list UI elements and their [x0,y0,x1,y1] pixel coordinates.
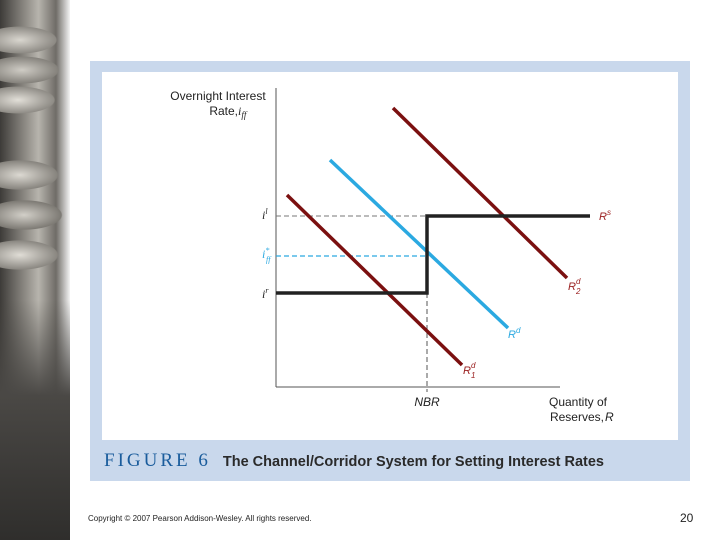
figure-caption: FIGURE 6 The Channel/Corridor System for … [104,450,684,474]
x-axis-title-line2: Reserves, [550,410,604,424]
demand-curve-rd1 [285,193,464,367]
demand-curve-rd-label: Rd [508,326,521,341]
upper-rate-label: il [262,207,268,222]
page-number: 20 [680,511,694,525]
figure-number: FIGURE 6 [104,450,211,471]
y-axis-title-var: iff [238,104,248,120]
supply-curve-rs [276,214,590,295]
supply-curve-label: Rs [599,208,611,223]
demand-curve-rd2 [391,106,569,280]
target-rate-label: i* ff [262,246,272,264]
x-axis-title-var: R [605,410,614,424]
demand-curve-rd2-label: Rd 2 [568,277,581,296]
copyright-notice: Copyright © 2007 Pearson Addison-Wesley.… [88,514,312,523]
demand-curve-rd [328,158,510,330]
lower-rate-label: ir [262,286,269,301]
y-axis-title-line2: Rate, [209,104,238,118]
demand-curve-rd1-label: Rd 1 [463,361,476,380]
y-axis-title-line1: Overnight Interest [170,89,266,103]
coin-stack-shadow [0,300,70,540]
figure-title: The Channel/Corridor System for Setting … [222,454,604,470]
x-axis-title-line1: Quantity of [549,395,608,409]
nbr-label: NBR [414,395,440,409]
